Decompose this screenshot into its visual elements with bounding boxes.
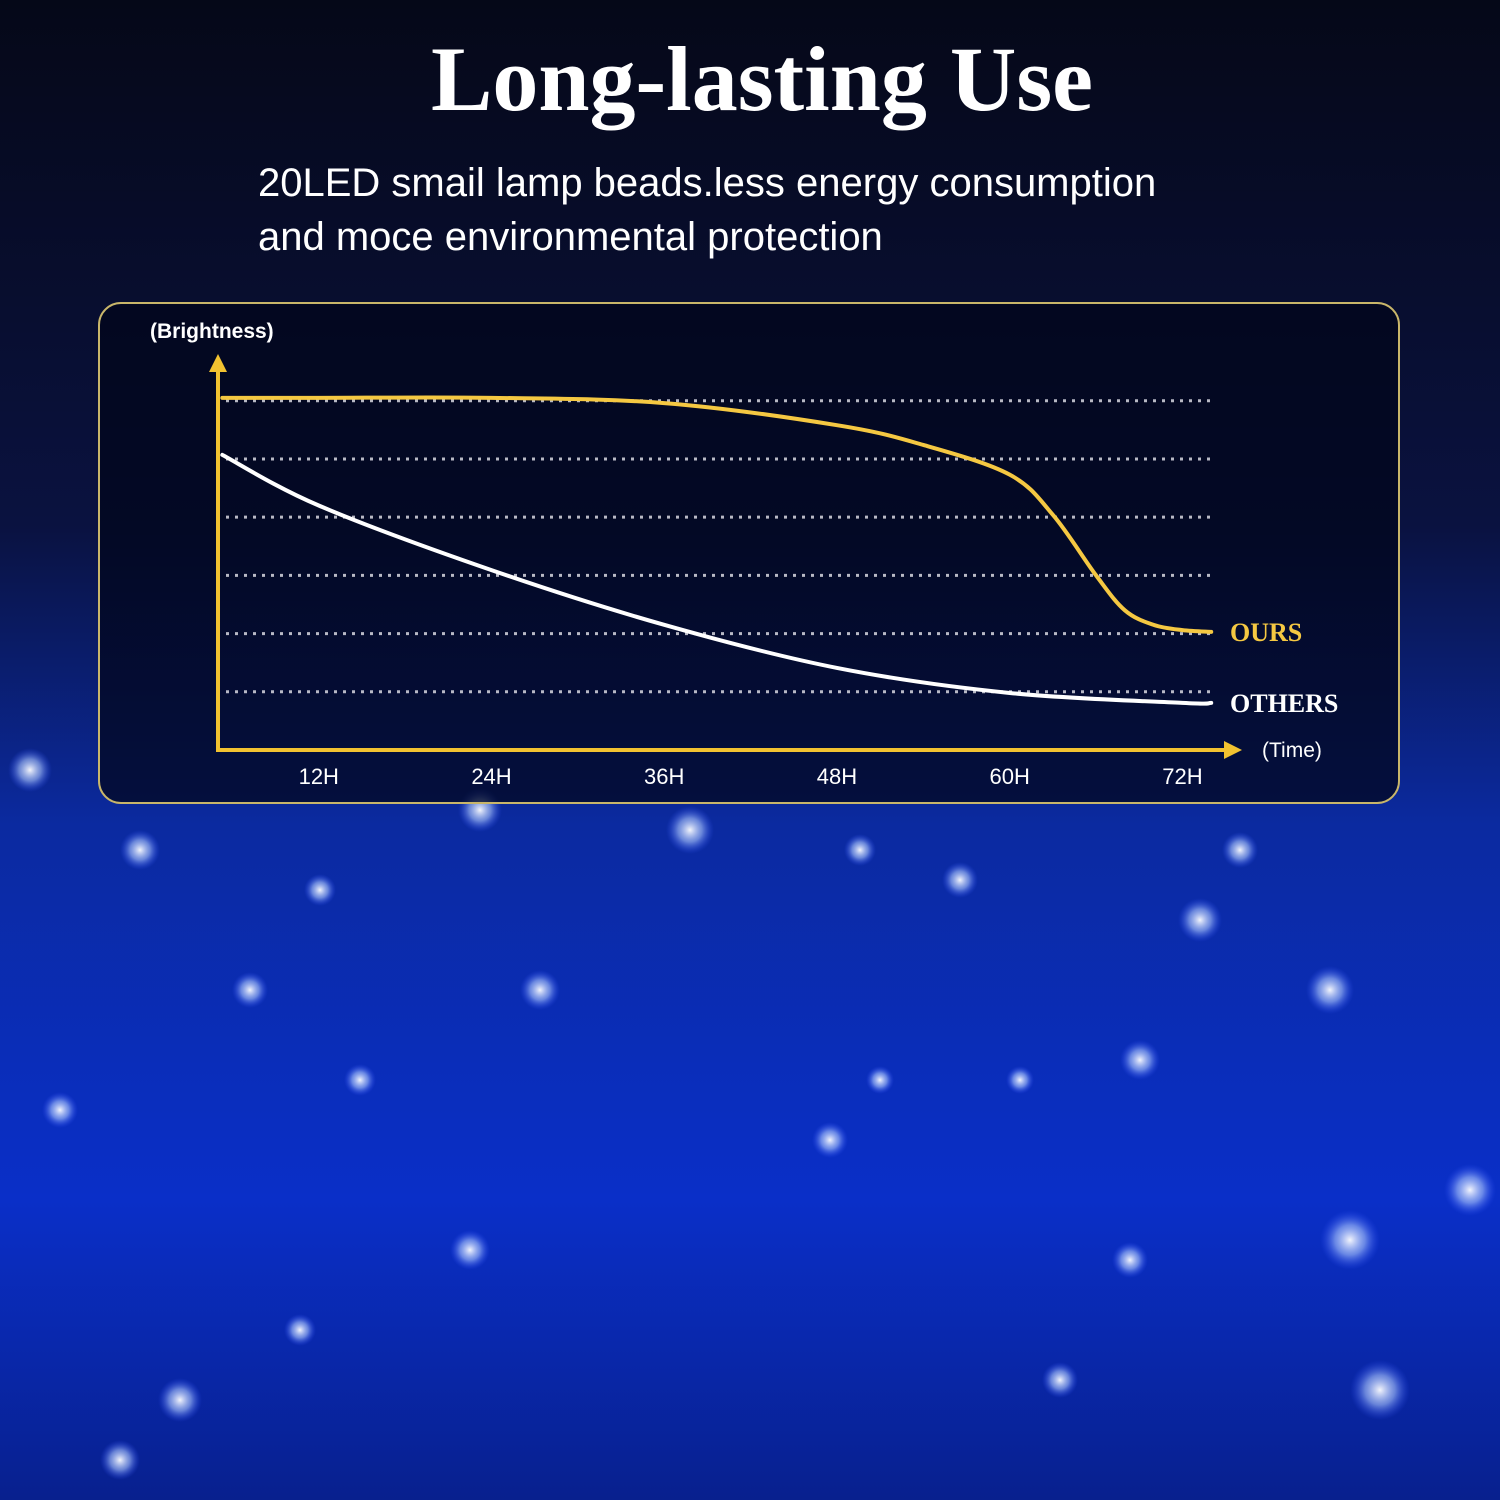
- x-tick-label: 72H: [1162, 764, 1202, 789]
- x-tick-label: 48H: [817, 764, 857, 789]
- title: Long-lasting Use: [431, 28, 1093, 130]
- subtitle: and moce environmental protection: [258, 215, 883, 259]
- subtitle: 20LED smail lamp beads.less energy consu…: [258, 161, 1156, 205]
- y-axis-label: (Brightness): [150, 320, 274, 343]
- x-tick-label: 24H: [471, 764, 511, 789]
- bokeh-lights: [8, 748, 1496, 1480]
- axes: [209, 354, 1242, 759]
- chart-panel: [98, 302, 1400, 804]
- plot: 12H 24H 36H 48H 60H 72H OURS OTHERS: [220, 395, 1338, 789]
- legend-label: OTHERS: [1230, 689, 1338, 718]
- series-line: [220, 395, 1214, 634]
- x-tick-label: 36H: [644, 764, 684, 789]
- x-axis-label: (Time): [1262, 739, 1322, 762]
- legend-label: OURS: [1230, 618, 1302, 647]
- series-line: [220, 452, 1214, 706]
- x-tick-label: 60H: [990, 764, 1030, 789]
- x-tick-label: 12H: [299, 764, 339, 789]
